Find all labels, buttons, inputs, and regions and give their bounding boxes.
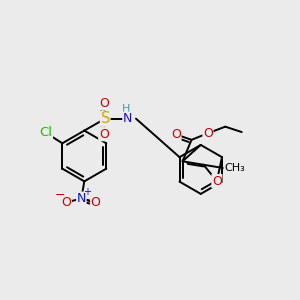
Text: O: O (203, 127, 213, 140)
Text: O: O (61, 196, 71, 209)
Text: O: O (212, 175, 222, 188)
Text: S: S (100, 111, 110, 126)
Text: Cl: Cl (39, 126, 52, 139)
Text: N: N (76, 192, 86, 205)
Text: N: N (123, 112, 132, 125)
Text: CH₃: CH₃ (224, 163, 245, 173)
Text: H: H (122, 104, 130, 114)
Text: O: O (91, 196, 100, 209)
Text: O: O (99, 97, 109, 110)
Text: +: + (83, 187, 91, 197)
Text: −: − (55, 189, 65, 202)
Text: O: O (171, 128, 181, 141)
Text: O: O (99, 128, 109, 141)
